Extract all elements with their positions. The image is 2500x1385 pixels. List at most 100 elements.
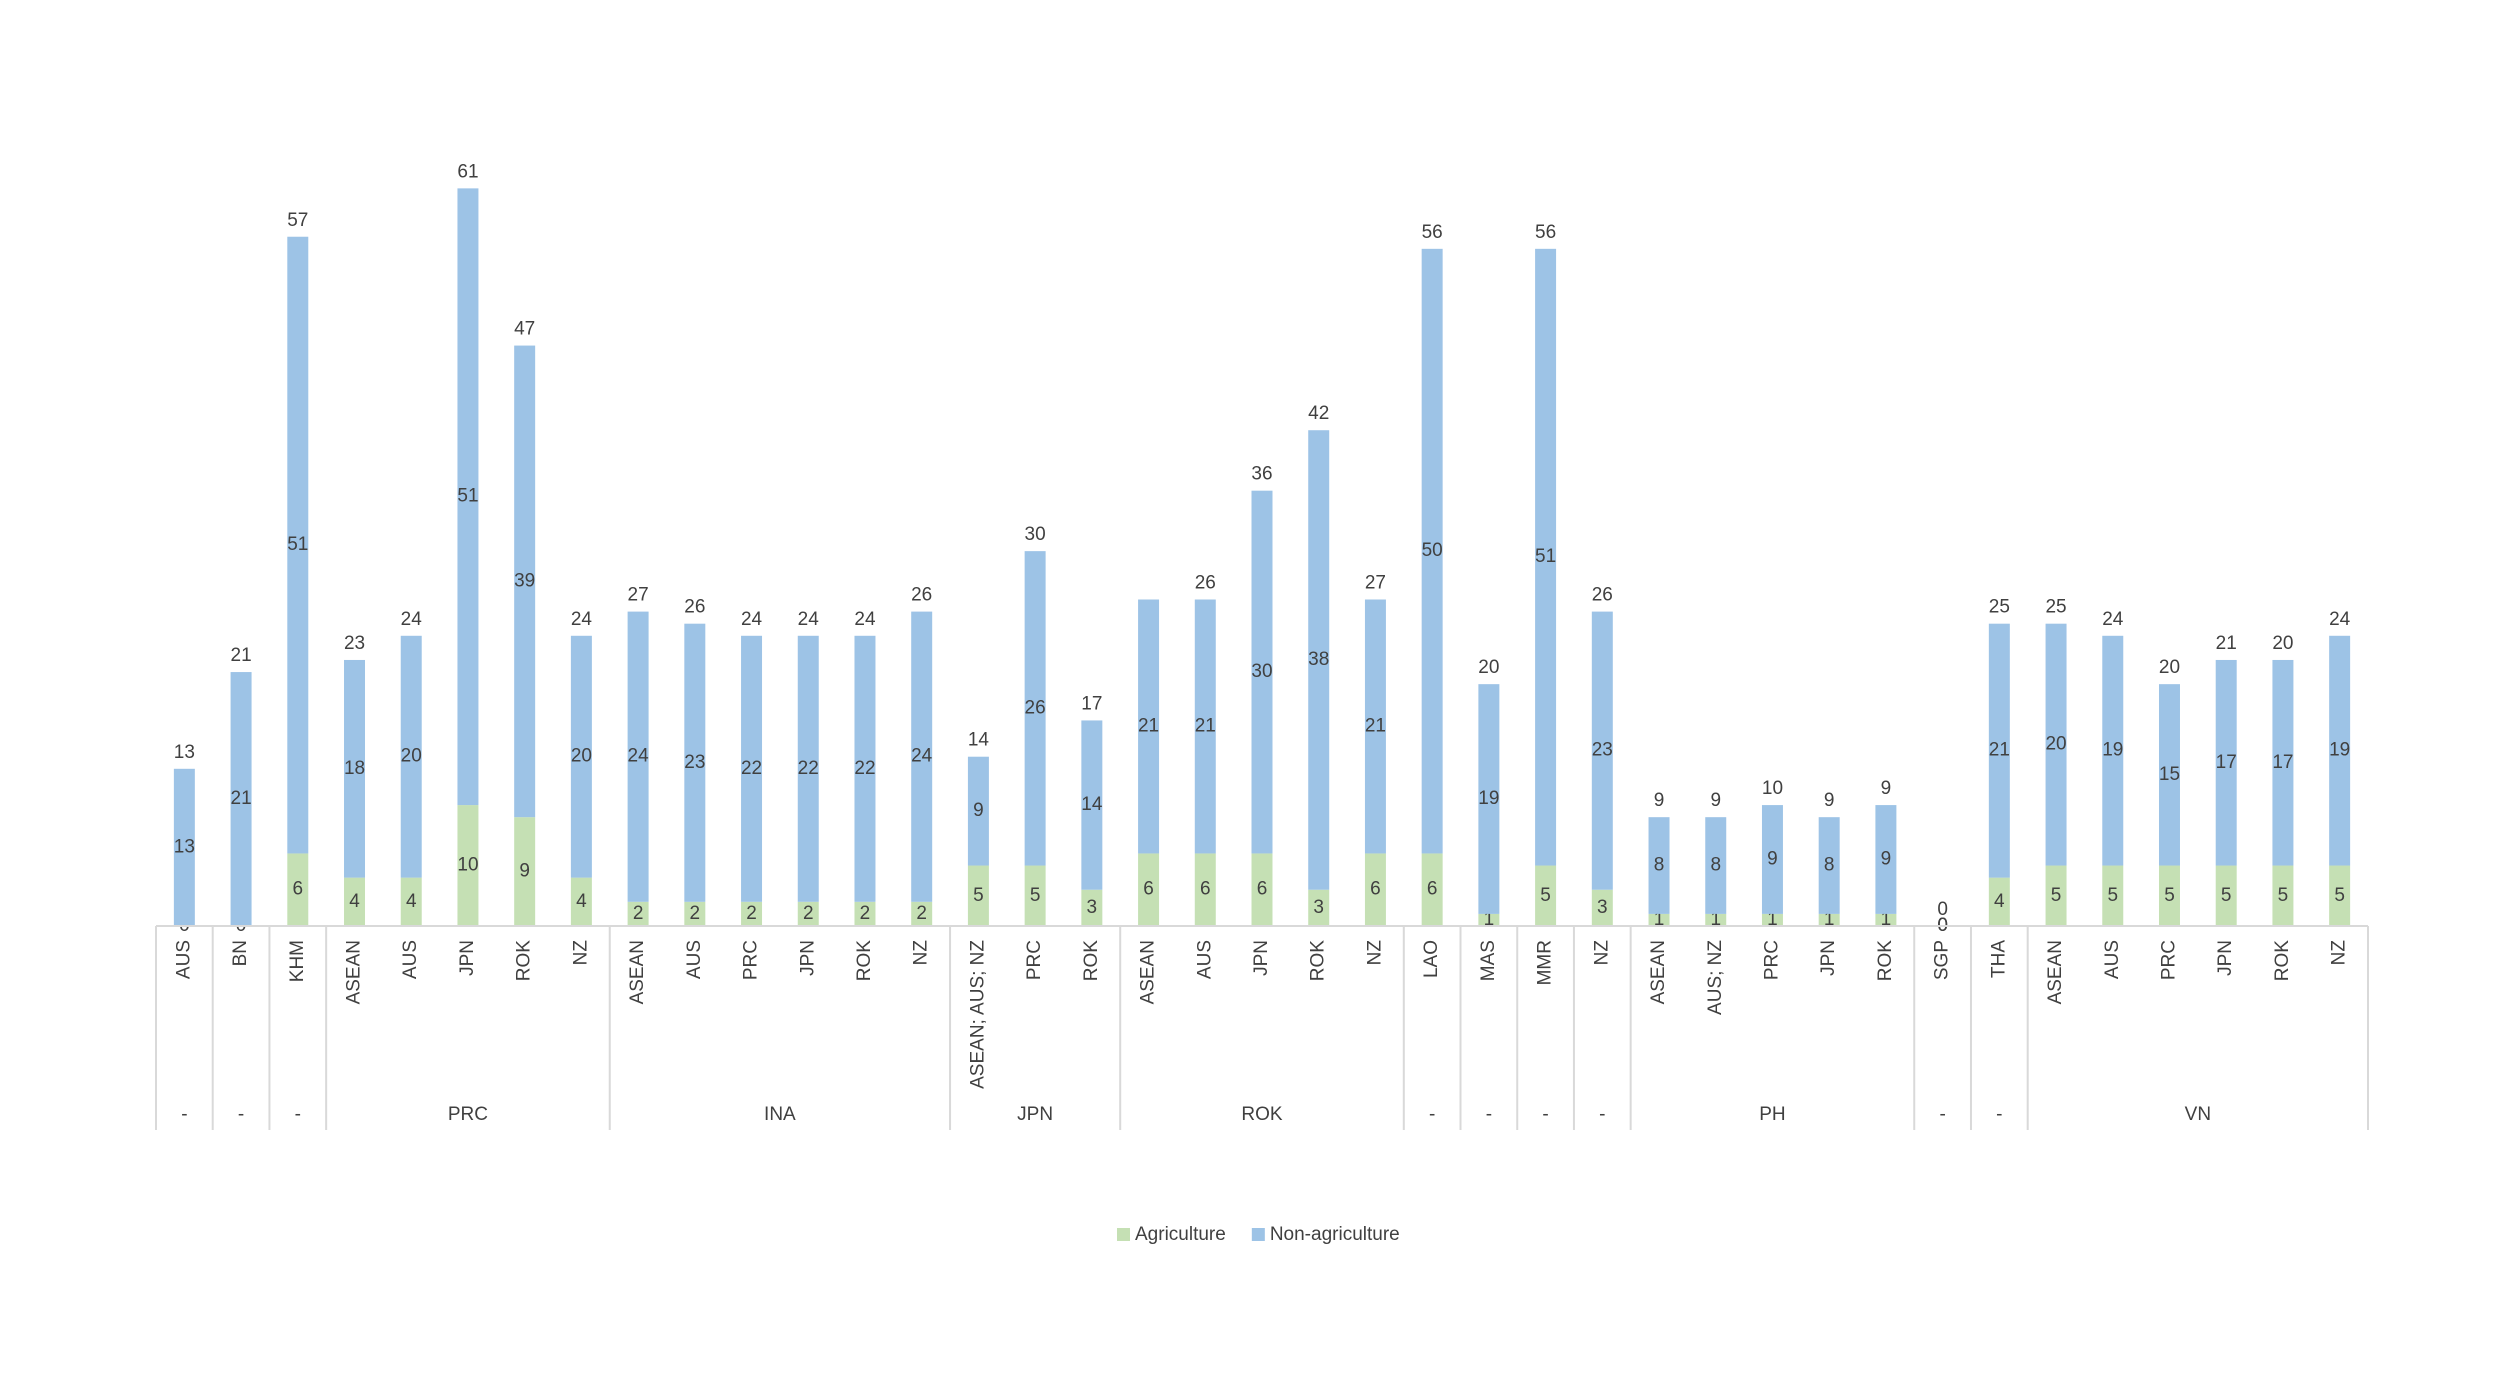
bar-segment <box>1024 865 1046 926</box>
value-label: 5 <box>2051 885 2062 906</box>
total-label: 24 <box>571 609 593 630</box>
group-label: PH <box>1759 1104 1785 1125</box>
bar-segment <box>741 901 763 926</box>
group-label: - <box>1542 1104 1548 1125</box>
group-label: - <box>181 1104 187 1125</box>
x-tick-label: PRC <box>2159 940 2180 980</box>
bar-segment <box>1364 599 1386 854</box>
value-label: 21 <box>231 788 252 809</box>
bar-segment <box>1478 913 1500 926</box>
x-tick-label: AUS; NZ <box>1705 940 1726 1015</box>
value-label: 51 <box>457 486 478 507</box>
bar-segment <box>1818 817 1840 914</box>
bar-segment <box>797 635 819 902</box>
value-label: 1 <box>1767 909 1778 930</box>
value-label: 38 <box>1308 649 1329 670</box>
bar-segment <box>1705 817 1727 914</box>
value-label: 19 <box>2102 740 2123 761</box>
value-label: 24 <box>628 746 650 767</box>
x-tick-label: BN <box>230 940 251 966</box>
value-label: 3 <box>1597 897 1608 918</box>
bar-segment <box>1421 248 1443 854</box>
group-label: - <box>238 1104 244 1125</box>
total-label: 27 <box>628 585 649 606</box>
bar-segment <box>967 756 989 866</box>
total-label: 17 <box>1081 693 1102 714</box>
group-label: - <box>1486 1104 1492 1125</box>
value-label: 5 <box>2107 885 2118 906</box>
total-label: 9 <box>1654 790 1665 811</box>
value-label: 15 <box>2159 764 2180 785</box>
x-tick-label: AUS <box>2102 940 2123 979</box>
value-label: 18 <box>344 758 365 779</box>
value-label: 1 <box>1484 909 1495 930</box>
total-label: 26 <box>1592 585 1613 606</box>
bar-segment <box>2272 659 2294 866</box>
x-tick-label: ROK <box>1875 940 1896 982</box>
bar-segment <box>2329 635 2351 866</box>
bar-segment <box>1988 623 2010 878</box>
x-tick-label: ASEAN <box>2045 940 2066 1004</box>
value-label: 1 <box>1824 909 1835 930</box>
value-label: 20 <box>2045 734 2066 755</box>
value-label: 9 <box>1881 849 1892 870</box>
total-label: 21 <box>2216 633 2237 654</box>
x-tick-label: ASEAN <box>627 940 648 1004</box>
value-label: 21 <box>1989 740 2010 761</box>
bar-segment <box>1648 817 1670 914</box>
group-label: ROK <box>1241 1104 1283 1125</box>
total-label: 0 <box>1937 899 1948 920</box>
x-tick-label: AUS <box>400 940 421 979</box>
bar-segment <box>1875 805 1897 914</box>
bar-segment <box>911 901 933 926</box>
total-label: 24 <box>2329 609 2351 630</box>
total-label: 56 <box>1535 222 1556 243</box>
bar-segment <box>1251 853 1273 926</box>
bar-segment <box>1705 913 1727 926</box>
value-label: 5 <box>973 885 984 906</box>
value-label: 2 <box>803 903 814 924</box>
bar-segment <box>287 853 309 926</box>
bar-segment <box>1591 889 1613 926</box>
value-label: 9 <box>519 861 530 882</box>
value-label: 24 <box>911 746 933 767</box>
bar-segment <box>1138 853 1160 926</box>
bar-segment <box>741 635 763 902</box>
total-label: 30 <box>1025 524 1046 545</box>
x-tick-label: NZ <box>911 940 932 966</box>
value-label: 8 <box>1654 855 1665 876</box>
total-label: 10 <box>1762 778 1783 799</box>
total-label: 9 <box>1824 790 1835 811</box>
value-label: 30 <box>1251 661 1272 682</box>
bar-segment <box>967 865 989 926</box>
bar-segment <box>1478 684 1500 914</box>
total-label: 36 <box>1251 464 1272 485</box>
bar-segment <box>2045 865 2067 926</box>
total-label: 9 <box>1881 778 1892 799</box>
total-label: 9 <box>1710 790 1721 811</box>
bar-segment <box>400 635 422 878</box>
x-tick-label: AUS <box>1194 940 1215 979</box>
bar-segment <box>2215 659 2237 866</box>
value-label: 5 <box>2164 885 2175 906</box>
x-tick-label: KHM <box>287 940 308 982</box>
group-label: - <box>1996 1104 2002 1125</box>
total-label: 24 <box>741 609 763 630</box>
x-tick-label: JPN <box>1251 940 1272 976</box>
total-label: 61 <box>457 161 478 182</box>
total-label: 26 <box>1195 573 1216 594</box>
x-tick-label: ROK <box>854 940 875 982</box>
x-tick-label: ROK <box>2272 940 2293 982</box>
bar-segment <box>457 805 479 926</box>
total-label: 25 <box>1989 597 2010 618</box>
bar-segment <box>514 817 536 926</box>
group-label: - <box>1599 1104 1605 1125</box>
bar-segment <box>287 236 309 854</box>
value-label: 5 <box>2334 885 2345 906</box>
bar-segment <box>344 659 366 878</box>
group-label: - <box>1429 1104 1435 1125</box>
value-label: 39 <box>514 570 535 591</box>
value-label: 13 <box>174 836 195 857</box>
x-tick-label: ROK <box>1081 940 1102 982</box>
